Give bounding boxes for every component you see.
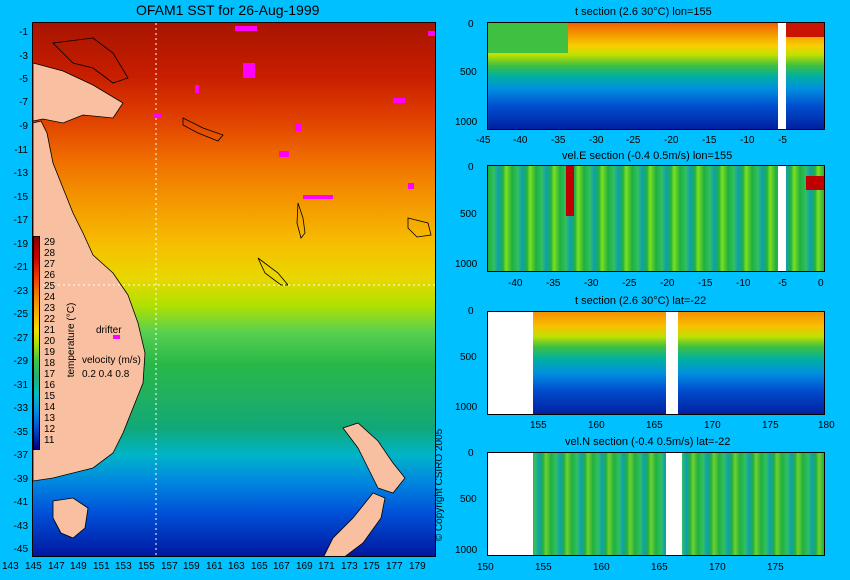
new-zealand-land <box>342 422 406 494</box>
section3-x-axis: 155 160 165 170 175 180 <box>530 420 835 431</box>
section1-plot[interactable] <box>487 22 825 130</box>
australia-mainland <box>33 120 146 482</box>
sst-map[interactable] <box>32 22 436 557</box>
new-caledonia <box>257 257 289 286</box>
section1-x-axis: -45 -40 -35 -30 -25 -20 -15 -10 -5 <box>476 135 787 146</box>
drifter-label: drifter <box>96 325 122 336</box>
solomon-islands <box>182 117 224 142</box>
section4-plot[interactable] <box>487 452 825 556</box>
section3-plot[interactable] <box>487 311 825 415</box>
temperature-colorbar <box>33 236 40 450</box>
section4-land <box>488 453 533 555</box>
australia-land <box>33 62 124 124</box>
map-title: OFAM1 SST for 26-Aug-1999 <box>136 2 320 18</box>
velocity-label: velocity (m/s) <box>82 355 141 366</box>
new-guinea-outline <box>52 37 129 84</box>
vanuatu-islands <box>296 202 306 239</box>
copyright-text: © Copyright CSIRO 2005 <box>434 428 445 542</box>
section3-gap <box>666 312 678 414</box>
section2-x-axis: -40 -35 -30 -25 -20 -15 -10 -5 0 <box>508 278 824 289</box>
section4-gap <box>666 453 682 555</box>
fiji-islands <box>407 217 432 238</box>
section3-title: t section (2.6 30°C) lat=-22 <box>575 295 707 307</box>
tasmania-land <box>52 497 89 539</box>
new-zealand-south <box>323 492 386 556</box>
section4-x-axis: 150 155 160 165 170 175 <box>477 562 784 573</box>
map-x-axis: 143 145 147 149 151 153 155 157 159 161 … <box>2 561 426 572</box>
section1-gap <box>778 23 786 129</box>
colorbar-label: temperature (°C) <box>66 302 77 378</box>
velocity-scale: 0.2 0.4 0.8 <box>82 369 130 380</box>
drifter-markers <box>113 26 435 339</box>
section4-title: vel.N section (-0.4 0.5m/s) lat=-22 <box>565 436 731 448</box>
section1-title: t section (2.6 30°C) lon=155 <box>575 6 712 18</box>
map-overlay <box>33 23 435 556</box>
section3-land <box>488 312 533 414</box>
section2-title: vel.E section (-0.4 0.5m/s) lon=155 <box>562 150 733 162</box>
section2-gap <box>778 166 786 271</box>
section2-plot[interactable] <box>487 165 825 272</box>
colorbar-ticks: 29 28 27 26 25 24 23 22 21 20 19 18 17 1… <box>44 237 56 446</box>
map-y-axis: -1 -3 -5 -7 -9 -11 -13 -15 -17 -19 -21 -… <box>13 27 28 555</box>
